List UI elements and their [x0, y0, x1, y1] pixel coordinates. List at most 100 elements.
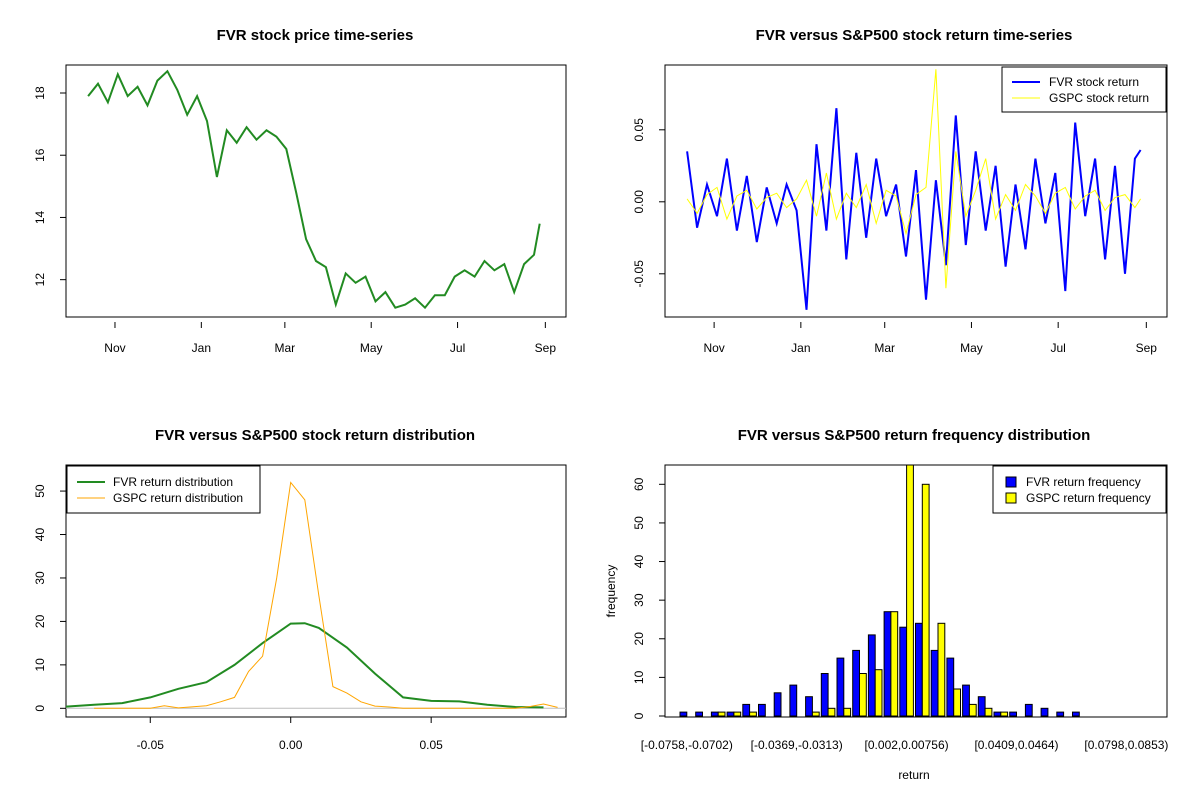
legend-label-fvr: FVR return frequency	[1026, 475, 1141, 489]
x-tick-label: Mar	[874, 341, 895, 355]
bar-gspc	[906, 464, 914, 717]
y-tick-label: 50	[33, 484, 47, 498]
plot-frame	[65, 464, 567, 718]
legend: FVR stock return GSPC stock return	[1001, 66, 1167, 113]
x-tick-label: Sep	[1136, 341, 1158, 355]
bar-fvr	[930, 649, 939, 717]
panel-return-frequency: FVR versus S&P500 return frequency distr…	[604, 427, 1168, 782]
bar-fvr	[946, 657, 955, 717]
legend: FVR return frequency GSPC return frequen…	[992, 465, 1167, 514]
legend-swatch-gspc	[1005, 492, 1017, 504]
legend-box	[66, 465, 261, 514]
y-tick-label: 40	[632, 555, 646, 569]
x-tick-label: 0.05	[419, 738, 443, 752]
x-tick-label: Jan	[192, 341, 211, 355]
bar-fvr	[915, 622, 923, 717]
y-tick-label: 16	[33, 148, 47, 162]
x-axis-label: return	[898, 768, 929, 782]
bar-fvr	[758, 703, 766, 717]
legend-label-gspc: GSPC return distribution	[113, 491, 243, 505]
bar-gspc	[859, 673, 867, 717]
bar-fvr	[1009, 711, 1018, 717]
bar-fvr	[867, 634, 876, 717]
x-tick-label: May	[360, 341, 383, 355]
bar-gspc	[733, 711, 742, 717]
y-tick-label: 20	[632, 632, 646, 646]
y-tick-label: 0.05	[632, 118, 646, 142]
x-tick-label: Nov	[104, 341, 125, 355]
bar-fvr	[710, 711, 719, 717]
legend-box	[992, 465, 1167, 514]
marks: Nov Jan Mar May Jul Sep -0.05 0.00 0.05	[632, 69, 1157, 355]
y-tick-label: -0.05	[632, 260, 646, 288]
x-tick-label: Jul	[450, 341, 465, 355]
series-line-fvr-density	[65, 622, 544, 709]
y-tick-label: 10	[33, 658, 47, 672]
x-tick-label: [0.0409,0.0464)	[974, 738, 1058, 752]
bar-fvr	[820, 673, 829, 717]
bar-gspc	[749, 711, 757, 717]
y-tick-label: 20	[33, 614, 47, 628]
bar-gspc	[1000, 711, 1009, 717]
x-tick-label: [0.0798,0.0853)	[1084, 738, 1168, 752]
bar-gspc	[890, 611, 899, 717]
plot-frame	[65, 64, 567, 318]
bar-gspc	[984, 707, 993, 717]
y-tick-label: 0.00	[632, 190, 646, 214]
legend-box	[1001, 66, 1167, 113]
chart-title: FVR versus S&P500 stock return time-seri…	[756, 27, 1073, 44]
bar-gspc	[968, 703, 977, 717]
panel-return-timeseries: FVR versus S&P500 stock return time-seri…	[632, 27, 1168, 355]
y-tick-label: 40	[33, 528, 47, 542]
chart-title: FVR stock price time-series	[217, 27, 414, 44]
bar-gspc	[717, 711, 726, 717]
bar-fvr	[805, 696, 813, 717]
bar-gspc	[827, 707, 836, 717]
y-axis-label: frequency	[604, 565, 618, 618]
panel-return-distribution: FVR versus S&P500 stock return distribut…	[33, 427, 567, 752]
x-tick-label: May	[960, 341, 983, 355]
legend-label-gspc: GSPC return frequency	[1026, 491, 1151, 505]
bar-fvr	[883, 611, 892, 717]
bar-gspc	[953, 688, 962, 717]
y-tick-label: 60	[632, 477, 646, 491]
y-tick-label: 10	[632, 670, 646, 684]
bar-fvr	[1040, 707, 1049, 717]
y-tick-label: 12	[33, 273, 47, 287]
series-line-fvr-return	[686, 108, 1142, 310]
bar-fvr	[852, 649, 861, 717]
x-tick-label: Nov	[703, 341, 724, 355]
bar-fvr	[789, 684, 798, 717]
x-tick-label: [-0.0758,-0.0702)	[641, 738, 733, 752]
bar-fvr	[962, 684, 970, 717]
legend-label-fvr: FVR return distribution	[113, 475, 233, 489]
bar-fvr	[993, 711, 1002, 717]
bar-fvr	[679, 711, 688, 717]
bar-gspc	[811, 711, 820, 717]
bar-gspc	[874, 669, 883, 717]
legend-swatch-fvr	[1005, 476, 1017, 488]
marks: Nov Jan Mar May Jul Sep 12 14 16 18	[33, 69, 557, 355]
series-line-fvr-price	[87, 69, 541, 310]
bar-fvr	[773, 692, 782, 717]
bar-fvr	[836, 657, 845, 717]
y-tick-label: 18	[33, 86, 47, 100]
x-tick-label: Jan	[791, 341, 810, 355]
plot-frame	[664, 464, 1168, 718]
x-tick-label: Sep	[535, 341, 557, 355]
x-tick-label: -0.05	[137, 738, 165, 752]
bar-gspc	[921, 483, 930, 717]
y-tick-label: 0	[33, 705, 47, 712]
legend-label-fvr: FVR stock return	[1049, 75, 1139, 89]
x-tick-label: Mar	[275, 341, 296, 355]
y-tick-label: 30	[632, 593, 646, 607]
x-tick-label: [-0.0369,-0.0313)	[751, 738, 843, 752]
legend-label-gspc: GSPC stock return	[1049, 91, 1149, 105]
y-tick-label: 0	[632, 712, 646, 719]
bar-gspc	[937, 622, 946, 717]
bar-gspc	[843, 707, 852, 717]
x-tick-label: 0.00	[279, 738, 303, 752]
y-tick-label: 50	[632, 516, 646, 530]
marks: 0 10 20 30 40 50 60 [-0.0758,-0.0702) [-0.0369,-…	[632, 464, 1168, 752]
